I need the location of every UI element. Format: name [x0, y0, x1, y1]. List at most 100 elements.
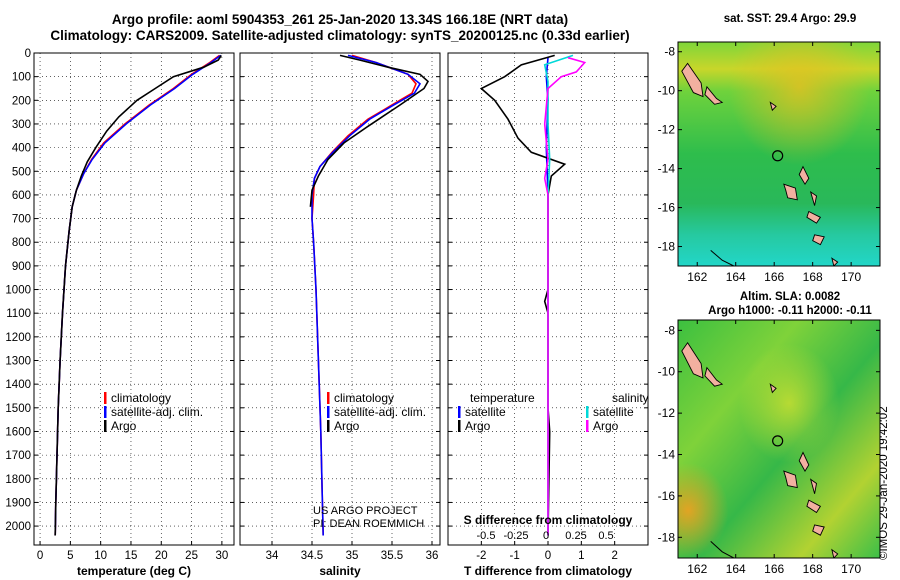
island-1 [704, 85, 724, 105]
island-0 [681, 62, 704, 98]
diff-legend-left-swatch-1 [458, 420, 461, 432]
map-xtick-label-4: 170 [841, 270, 861, 284]
map-frame [677, 41, 881, 267]
panel-temperature-profile: 0100200300400500600700800900100011001200… [5, 48, 235, 578]
island-8 [831, 257, 839, 266]
series-argo [309, 54, 430, 207]
temp-legend-swatch-2 [104, 420, 107, 432]
x-axis-label: salinity [319, 564, 361, 578]
sla-map-title-1: Altim. SLA: 0.0082 [739, 291, 841, 303]
ytick-label-0: 0 [25, 48, 31, 60]
map-xtick-label-0: 162 [687, 562, 707, 576]
ytick-label-3: 300 [12, 119, 31, 131]
map-xtick-label-1: 164 [726, 270, 746, 284]
xtick-label-1: 5 [67, 550, 73, 562]
xtick-label-2: 10 [94, 550, 107, 562]
map-ytick-label-3: -14 [658, 448, 676, 462]
map-ytick-label-0: -8 [664, 45, 675, 59]
temp-legend-label-2: Argo [111, 419, 137, 433]
title-line-1: Argo profile: aoml 5904353_261 25-Jan-20… [111, 12, 569, 27]
ytick-label-2: 200 [12, 95, 31, 107]
map-ytick-label-4: -16 [658, 201, 676, 215]
map-ytick-label-3: -14 [658, 162, 676, 176]
top-xtick-label-1: -0.25 [503, 530, 528, 542]
ytick-label-15: 1500 [5, 403, 31, 415]
sal-legend-swatch-2 [327, 420, 330, 432]
plot-frame [239, 52, 441, 546]
top-x-axis-label: S difference from climatology [464, 513, 633, 527]
ytick-label-16: 1600 [5, 426, 31, 438]
panel-sst-map: 162 164 166 168 170 -8 -10 -12 -14 -16 -18 [658, 41, 881, 284]
map-xtick-label-2: 166 [764, 562, 784, 576]
sst-map-title: sat. SST: 29.4 Argo: 29.9 [723, 13, 857, 25]
top-xtick-label-3: 0.25 [565, 530, 586, 542]
island-4 [783, 183, 798, 201]
map-ytick-label-1: -10 [658, 84, 676, 98]
temp-legend-swatch-1 [104, 406, 107, 418]
ytick-label-20: 2000 [5, 521, 31, 533]
island-2 [769, 383, 777, 394]
sal-legend-label-2: Argo [334, 419, 360, 433]
island-2 [769, 101, 777, 112]
ytick-label-12: 1200 [5, 332, 31, 344]
xtick-label-1: -1 [510, 550, 520, 562]
temp-legend-label-1: satellite-adj. clim. [111, 405, 203, 419]
title-line-2: Climatology: CARS2009. Satellite-adjuste… [50, 28, 630, 43]
island-7 [812, 524, 825, 536]
ytick-label-6: 600 [12, 190, 31, 202]
xtick-label-3: 1 [578, 550, 584, 562]
ytick-label-5: 500 [12, 166, 31, 178]
island-4 [783, 470, 798, 489]
xtick-label-4: 2 [611, 550, 617, 562]
x-axis-label: T difference from climatology [464, 564, 632, 578]
island-1 [704, 366, 724, 387]
top-xtick-label-2: 0 [543, 530, 549, 542]
diff-legend-right-label-1: Argo [593, 419, 619, 433]
series-temperature-argo [479, 54, 567, 536]
xtick-label-6: 30 [215, 550, 228, 562]
xtick-label-0: -2 [476, 550, 486, 562]
ytick-label-10: 1000 [5, 285, 31, 297]
sal-legend-swatch-1 [327, 406, 330, 418]
diff-legend-right-swatch-1 [586, 420, 589, 432]
series-climatology [54, 54, 220, 536]
series-climatology [311, 54, 417, 536]
map-ytick-label-5: -18 [658, 530, 676, 544]
ytick-label-18: 1800 [5, 474, 31, 486]
annotation-1: PI: DEAN ROEMMICH [313, 518, 424, 530]
argo-position-marker [772, 150, 784, 162]
xtick-label-1: 34.5 [301, 550, 323, 562]
ytick-label-19: 1900 [5, 497, 31, 509]
map-xtick-label-3: 168 [803, 270, 823, 284]
xtick-label-2: 0 [545, 550, 551, 562]
xtick-label-4: 20 [155, 550, 168, 562]
map-ytick-label-0: -8 [664, 323, 675, 337]
series-satellite-adj-clim- [311, 54, 422, 536]
island-6 [806, 499, 822, 514]
xtick-label-0: 34 [266, 550, 279, 562]
annotation-0: US ARGO PROJECT [313, 505, 418, 517]
ytick-label-1: 100 [12, 72, 31, 84]
coastline [710, 250, 735, 266]
map-ytick-label-2: -12 [658, 123, 676, 137]
top-xtick-label-0: -0.5 [477, 530, 496, 542]
sal-legend-swatch-0 [327, 392, 330, 404]
series-satellite-adj-clim- [54, 54, 222, 536]
coastline [710, 541, 735, 558]
panel-sla-map: 162 164 166 168 170 -8 -10 -12 -14 -16 -18 [658, 319, 881, 576]
map-field [678, 42, 880, 266]
ytick-label-7: 700 [12, 214, 31, 226]
top-xtick-label-4: 0.5 [598, 530, 613, 542]
sal-legend-label-0: climatology [334, 391, 394, 405]
xtick-label-2: 35 [346, 550, 359, 562]
xtick-label-3: 35.5 [381, 550, 403, 562]
xtick-label-0: 0 [37, 550, 43, 562]
ytick-label-9: 900 [12, 261, 31, 273]
island-7 [812, 234, 825, 246]
diff-legend-right-swatch-0 [586, 406, 589, 418]
diff-legend-right-label-0: satellite [593, 405, 634, 419]
ytick-label-17: 1700 [5, 450, 31, 462]
map-xtick-label-4: 170 [841, 562, 861, 576]
argo-position-marker [772, 435, 784, 447]
